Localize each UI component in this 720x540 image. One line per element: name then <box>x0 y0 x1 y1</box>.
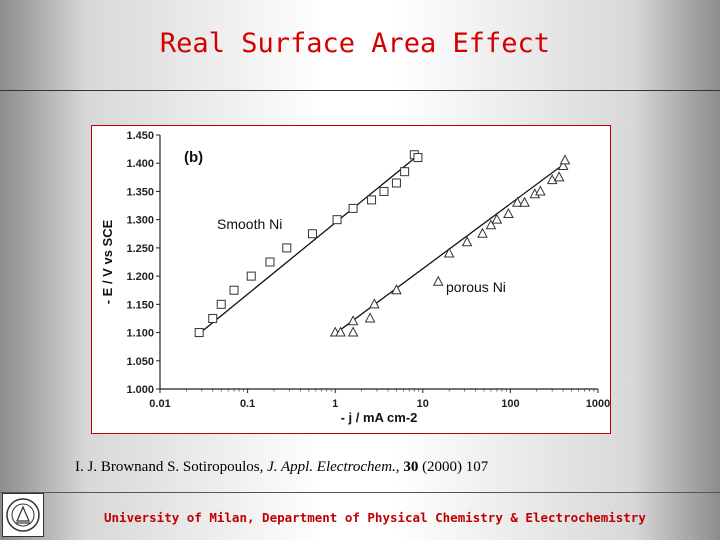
citation-journal: J. Appl. Electrochem., <box>267 459 400 475</box>
citation-volume: 30 <box>403 459 419 475</box>
data-point-smooth-ni <box>367 195 377 205</box>
x-tick-label: 1000 <box>586 398 610 410</box>
fit-lines <box>198 155 566 335</box>
x-tick-label: 0.01 <box>149 398 170 410</box>
seal-graphic <box>6 498 40 532</box>
x-tick-label: 0.1 <box>240 398 255 410</box>
data-point-porous-ni <box>512 196 523 207</box>
chart-svg: 1.000 1.050 1.100 1.150 1.200 1.250 1.300 1.350… <box>100 130 610 425</box>
data-point-smooth-ni <box>400 167 410 177</box>
data-point-smooth-ni <box>391 178 401 188</box>
x-tick-label: 100 <box>501 398 519 410</box>
data-point-porous-ni <box>391 284 402 295</box>
data-point-porous-ni <box>347 326 359 337</box>
y-tick-label: 1.250 <box>126 243 154 255</box>
x-axis-label: - j / mA cm-2 <box>341 410 418 425</box>
footer-divider <box>0 492 720 493</box>
data-point-porous-ni <box>432 275 444 286</box>
data-point-smooth-ni <box>194 328 204 338</box>
data-points <box>194 150 571 338</box>
data-point-smooth-ni <box>282 243 292 253</box>
axes <box>156 134 599 393</box>
y-tick-label: 1.150 <box>126 299 154 311</box>
data-point-porous-ni <box>535 185 546 196</box>
data-point-porous-ni <box>546 174 558 185</box>
y-tick-label: 1.100 <box>126 328 154 340</box>
tick-labels: 1.000 1.050 1.100 1.150 1.200 1.250 1.300 1.350… <box>126 130 610 410</box>
data-point-smooth-ni <box>413 153 423 163</box>
data-point-porous-ni <box>491 213 503 224</box>
citation: I. J. Brownand S. Sotiropoulos, J. Appl.… <box>75 459 635 476</box>
data-point-smooth-ni <box>229 285 239 295</box>
data-point-smooth-ni <box>216 299 226 309</box>
data-point-porous-ni <box>364 312 376 323</box>
data-point-porous-ni <box>443 247 455 258</box>
y-tick-label: 1.300 <box>126 215 154 227</box>
data-point-smooth-ni <box>307 229 317 239</box>
y-tick-label: 1.400 <box>126 158 154 170</box>
data-point-porous-ni <box>335 326 346 337</box>
panel-label: (b) <box>184 149 203 166</box>
data-point-porous-ni <box>559 154 571 165</box>
citation-rest: (2000) 107 <box>422 459 489 475</box>
data-point-porous-ni <box>461 236 473 247</box>
data-point-smooth-ni <box>265 257 275 267</box>
title-divider <box>0 90 720 91</box>
data-point-smooth-ni <box>332 215 342 225</box>
y-tick-label: 1.350 <box>126 186 154 198</box>
data-point-porous-ni <box>553 171 565 182</box>
data-point-porous-ni <box>503 207 514 219</box>
y-tick-label: 1.000 <box>126 384 154 396</box>
data-point-porous-ni <box>477 227 488 238</box>
y-tick-label: 1.450 <box>126 130 154 142</box>
data-point-porous-ni <box>519 196 530 207</box>
fit-line-smooth-ni <box>198 155 418 335</box>
data-point-porous-ni <box>485 219 497 230</box>
data-point-porous-ni <box>369 298 380 309</box>
x-tick-label: 1 <box>332 398 338 410</box>
data-point-smooth-ni <box>379 186 389 196</box>
data-point-smooth-ni <box>208 313 218 323</box>
x-tick-label: 10 <box>417 398 429 410</box>
footer-text: University of Milan, Department of Physi… <box>104 510 646 525</box>
data-point-porous-ni <box>557 159 569 171</box>
citation-authors: I. J. Brownand S. Sotiropoulos, <box>75 459 264 475</box>
y-tick-label: 1.200 <box>126 271 154 283</box>
data-point-smooth-ni <box>348 203 358 213</box>
y-tick-label: 1.050 <box>126 356 154 368</box>
data-point-porous-ni <box>347 315 359 326</box>
chart-frame: 1.000 1.050 1.100 1.150 1.200 1.250 1.300 1.350… <box>91 125 611 434</box>
y-axis-label: - E / V vs SCE <box>100 219 115 304</box>
series-label-porous-ni: porous Ni <box>446 279 506 295</box>
university-seal-icon <box>2 493 44 537</box>
series-label-smooth-ni: Smooth Ni <box>217 216 282 232</box>
data-point-smooth-ni <box>246 271 256 281</box>
slide-title: Real Surface Area Effect <box>159 28 551 59</box>
